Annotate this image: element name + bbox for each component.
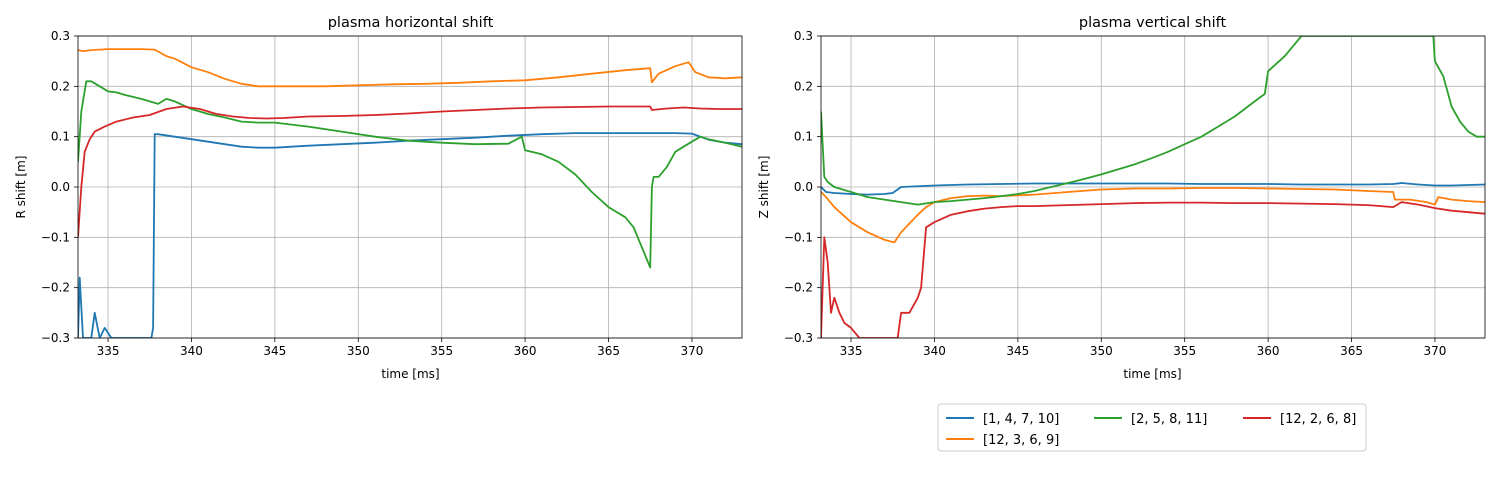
x-tick-label: 370 bbox=[1423, 344, 1446, 358]
x-tick-label: 340 bbox=[180, 344, 203, 358]
legend-label-4: [12, 2, 6, 8] bbox=[1280, 412, 1356, 427]
y-tick-label: 0.0 bbox=[51, 180, 70, 194]
x-tick-label: 365 bbox=[597, 344, 620, 358]
y-tick-label: 0.0 bbox=[794, 180, 813, 194]
series-line-4 bbox=[821, 201, 1485, 338]
x-tick-label: 370 bbox=[680, 344, 703, 358]
series-line-3 bbox=[821, 36, 1485, 206]
series-group bbox=[78, 48, 742, 338]
y-tick-label: −0.2 bbox=[41, 281, 70, 295]
vertical-shift-panel: plasma vertical shift time [ms] Z shift … bbox=[757, 15, 1486, 381]
series-line-3 bbox=[78, 80, 742, 269]
ticks: 335 340 345 350 355 360 365 370 −0.3 −0.2 −0.1 0.0 0… bbox=[41, 29, 704, 358]
legend-box bbox=[937, 403, 1367, 452]
y-tick-label: −0.2 bbox=[784, 281, 813, 295]
x-tick-label: 360 bbox=[514, 344, 537, 358]
series-group bbox=[821, 36, 1485, 338]
x-axis-label-vertical: time [ms] bbox=[1123, 367, 1181, 381]
y-tick-label: −0.3 bbox=[41, 331, 70, 345]
chart-title-vertical: plasma vertical shift bbox=[1079, 15, 1227, 31]
y-tick-label: 0.3 bbox=[51, 29, 70, 43]
chart-title-horizontal: plasma horizontal shift bbox=[328, 15, 494, 31]
x-tick-label: 350 bbox=[1090, 344, 1113, 358]
horizontal-shift-panel: plasma horizontal shift time [ms] R shif… bbox=[14, 15, 743, 381]
y-axis-label-horizontal: R shift [m] bbox=[14, 156, 28, 219]
x-tick-label: 355 bbox=[1173, 344, 1196, 358]
legend-label-3: [2, 5, 8, 11] bbox=[1131, 412, 1207, 427]
y-tick-label: −0.3 bbox=[784, 331, 813, 345]
legend-label-1: [1, 4, 7, 10] bbox=[983, 412, 1059, 427]
legend-label-2: [12, 3, 6, 9] bbox=[983, 433, 1059, 448]
series-line-4 bbox=[78, 105, 742, 238]
y-tick-label: −0.1 bbox=[784, 230, 813, 244]
y-tick-label: 0.3 bbox=[794, 29, 813, 43]
x-tick-label: 335 bbox=[97, 344, 120, 358]
y-tick-label: 0.2 bbox=[51, 79, 70, 93]
y-tick-label: −0.1 bbox=[41, 230, 70, 244]
y-axis-label-vertical: Z shift [m] bbox=[757, 156, 771, 219]
y-tick-label: 0.1 bbox=[794, 130, 813, 144]
ticks: 335 340 345 350 355 360 365 370 −0.3 −0.2 −0.1 0.0 0… bbox=[784, 29, 1447, 358]
x-tick-label: 335 bbox=[840, 344, 863, 358]
x-axis-label-horizontal: time [ms] bbox=[381, 367, 439, 381]
series-line-1 bbox=[821, 182, 1485, 196]
x-tick-label: 360 bbox=[1257, 344, 1280, 358]
x-tick-label: 350 bbox=[347, 344, 370, 358]
x-tick-label: 365 bbox=[1340, 344, 1363, 358]
y-tick-label: 0.1 bbox=[51, 130, 70, 144]
x-tick-label: 355 bbox=[430, 344, 453, 358]
series-line-1 bbox=[78, 132, 742, 338]
y-tick-label: 0.2 bbox=[794, 79, 813, 93]
series-line-2 bbox=[78, 48, 742, 88]
series-line-2 bbox=[821, 187, 1485, 244]
legend: [1, 4, 7, 10] [12, 3, 6, 9] [2, 5, 8, 11… bbox=[937, 403, 1367, 452]
x-tick-label: 340 bbox=[923, 344, 946, 358]
x-tick-label: 345 bbox=[1006, 344, 1029, 358]
x-tick-label: 345 bbox=[263, 344, 286, 358]
